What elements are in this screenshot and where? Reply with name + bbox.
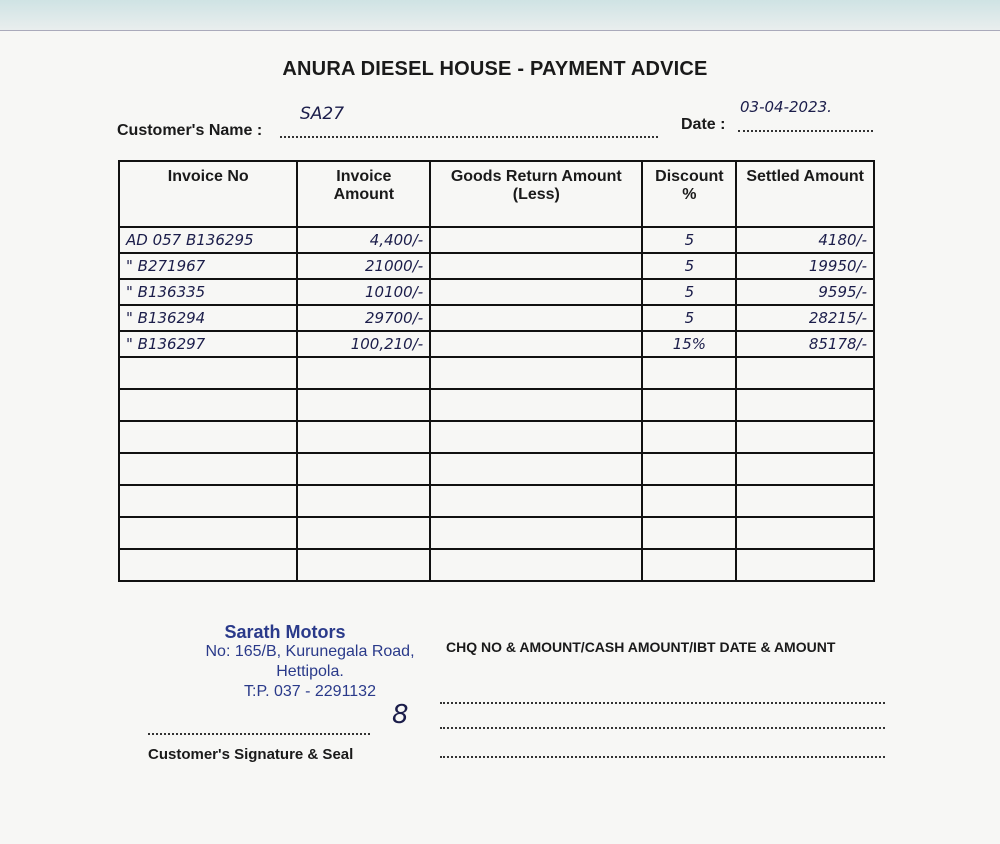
payment-label: CHQ NO & AMOUNT/CASH AMOUNT/IBT DATE & A… <box>446 639 836 655</box>
table-row: " B136294 29700/- 5 28215/- <box>117 304 875 332</box>
header-discount: Discount % <box>641 160 738 228</box>
stamp-address: No: 165/B, Kurunegala Road, <box>205 643 415 660</box>
empty-row <box>117 452 875 486</box>
empty-cell <box>735 356 875 390</box>
date-label: Date : <box>681 116 726 133</box>
signature-mark: 8 <box>392 700 409 730</box>
payment-line-1 <box>440 702 885 704</box>
cell-invoice-amount: 4,400/- <box>296 226 432 254</box>
cell-settled-amount: 9595/- <box>735 278 875 306</box>
empty-cell <box>296 420 432 454</box>
header-invoice-amount: Invoice Amount <box>296 160 432 228</box>
empty-cell <box>117 548 299 582</box>
cell-discount: 5 <box>641 252 738 280</box>
empty-cell <box>296 356 432 390</box>
photo-edge <box>0 0 1000 31</box>
cell-goods-return <box>429 226 644 254</box>
cell-invoice-no: " B271967 <box>117 252 299 280</box>
empty-cell <box>641 356 738 390</box>
cell-settled-amount: 85178/- <box>735 330 875 358</box>
empty-cell <box>735 388 875 422</box>
empty-cell <box>735 452 875 486</box>
cell-invoice-no: " B136294 <box>117 304 299 332</box>
payment-line-3 <box>440 756 885 758</box>
empty-cell <box>296 548 432 582</box>
cell-invoice-amount: 29700/- <box>296 304 432 332</box>
empty-row <box>117 388 875 422</box>
empty-row <box>117 484 875 518</box>
cell-invoice-amount: 10100/- <box>296 278 432 306</box>
empty-cell <box>735 484 875 518</box>
empty-cell <box>735 516 875 550</box>
cell-discount: 5 <box>641 226 738 254</box>
empty-cell <box>641 484 738 518</box>
empty-cell <box>429 516 644 550</box>
stamp-phone: T:P. 037 - 2291132 <box>244 683 376 700</box>
empty-cell <box>735 420 875 454</box>
empty-cell <box>429 548 644 582</box>
customer-name-line <box>280 136 658 138</box>
cell-discount: 5 <box>641 304 738 332</box>
date-value: 03-04-2023. <box>740 98 832 116</box>
empty-row <box>117 356 875 390</box>
empty-cell <box>641 516 738 550</box>
cell-invoice-amount: 21000/- <box>296 252 432 280</box>
page-title: ANURA DIESEL HOUSE - PAYMENT ADVICE <box>282 58 708 80</box>
empty-cell <box>735 548 875 582</box>
empty-cell <box>296 484 432 518</box>
cell-goods-return <box>429 330 644 358</box>
header-invoice-no: Invoice No <box>117 160 299 228</box>
customer-name-value: SA27 <box>300 104 345 124</box>
cell-settled-amount: 4180/- <box>735 226 875 254</box>
empty-cell <box>296 452 432 486</box>
table-row: " B271967 21000/- 5 19950/- <box>117 252 875 280</box>
header-settled-amount: Settled Amount <box>735 160 875 228</box>
company-stamp: Sarath Motors No: 165/B, Kurunegala Road… <box>170 622 450 702</box>
cell-invoice-no: " B136297 <box>117 330 299 358</box>
cell-invoice-no: AD 057 B136295 <box>117 226 299 254</box>
empty-row <box>117 548 875 582</box>
payment-line-2 <box>440 727 885 729</box>
customer-name-label: Customer's Name : <box>117 122 263 139</box>
signature-label: Customer's Signature & Seal <box>148 746 354 763</box>
cell-goods-return <box>429 252 644 280</box>
invoice-table: Invoice No Invoice Amount Goods Return A… <box>117 160 875 582</box>
table-row: " B136297 100,210/- 15% 85178/- <box>117 330 875 358</box>
empty-cell <box>296 516 432 550</box>
empty-cell <box>641 388 738 422</box>
cell-settled-amount: 28215/- <box>735 304 875 332</box>
table-row: AD 057 B136295 4,400/- 5 4180/- <box>117 226 875 254</box>
empty-cell <box>429 356 644 390</box>
table-row: " B136335 10100/- 5 9595/- <box>117 278 875 306</box>
cell-goods-return <box>429 304 644 332</box>
empty-cell <box>117 420 299 454</box>
cell-invoice-amount: 100,210/- <box>296 330 432 358</box>
empty-cell <box>429 388 644 422</box>
empty-row <box>117 516 875 550</box>
empty-cell <box>641 420 738 454</box>
date-line <box>738 130 873 132</box>
empty-cell <box>429 452 644 486</box>
cell-discount: 5 <box>641 278 738 306</box>
signature-line <box>148 733 370 735</box>
empty-row <box>117 420 875 454</box>
header-goods-return: Goods Return Amount (Less) <box>429 160 644 228</box>
empty-cell <box>117 452 299 486</box>
cell-settled-amount: 19950/- <box>735 252 875 280</box>
empty-cell <box>429 420 644 454</box>
empty-cell <box>117 484 299 518</box>
empty-cell <box>296 388 432 422</box>
cell-goods-return <box>429 278 644 306</box>
cell-invoice-no: " B136335 <box>117 278 299 306</box>
cell-discount: 15% <box>641 330 738 358</box>
empty-cell <box>117 356 299 390</box>
stamp-name: Sarath Motors <box>224 622 346 642</box>
stamp-city: Hettipola. <box>276 663 344 680</box>
empty-cell <box>117 388 299 422</box>
empty-cell <box>117 516 299 550</box>
empty-cell <box>641 452 738 486</box>
empty-cell <box>429 484 644 518</box>
empty-cell <box>641 548 738 582</box>
